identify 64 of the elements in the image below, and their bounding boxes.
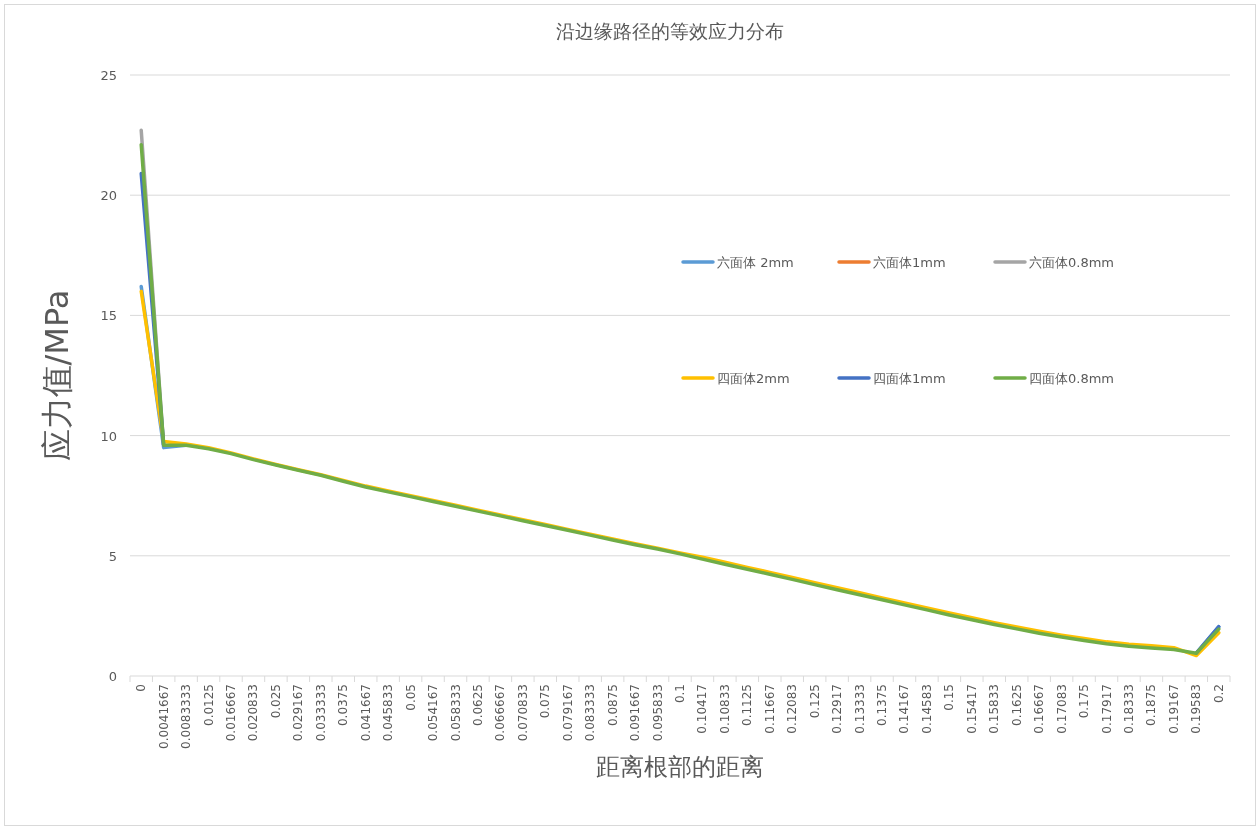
x-tick-label: 0.19583 [1189,684,1204,734]
y-tick-label: 10 [100,428,117,444]
legend-label: 六面体0.8mm [1029,255,1115,270]
x-tick-label: 0.0125 [201,684,216,726]
x-tick-label: 0.1125 [740,684,755,726]
x-tick-label: 0.15833 [987,684,1002,734]
x-tick-label: 0.079167 [560,684,575,742]
y-tick-label: 20 [100,188,117,204]
x-tick-label: 0.125 [807,684,822,719]
x-tick-label: 0.2 [1211,684,1226,704]
x-tick-label: 0.12917 [830,684,845,734]
x-tick-label: 0.16667 [1032,684,1047,734]
x-tick-label: 0.0375 [336,684,351,726]
x-tick-label: 0 [134,684,149,692]
y-tick-label: 25 [100,68,117,83]
y-tick-label: 15 [100,308,117,324]
x-tick-label: 0.016667 [224,684,239,742]
x-tick-label: 0.17917 [1099,684,1114,734]
x-tick-label: 0.14167 [897,684,912,734]
x-tick-label: 0.041667 [358,684,373,742]
x-tick-label: 0.175 [1077,684,1092,719]
x-tick-label: 0.075 [538,684,553,719]
x-tick-label: 0.12083 [785,684,800,734]
x-tick-label: 0.10417 [695,684,710,734]
x-tick-label: 0.091667 [628,684,643,742]
x-tick-label: 0.033333 [313,684,328,742]
chart-title: 沿边缘路径的等效应力分布 [556,20,784,42]
x-tick-label: 0.10833 [717,684,732,734]
legend-label: 六面体 2mm [717,255,794,270]
y-tick-label: 0 [108,669,117,684]
x-tick-label: 0.029167 [291,684,306,742]
x-tick-label: 0.0875 [605,684,620,726]
x-tick-label: 0.020833 [246,684,261,742]
x-tick-label: 0.15417 [964,684,979,734]
x-tick-label: 0.05 [403,684,418,711]
x-tick-label: 0.1875 [1144,684,1159,726]
y-axis-title: 应力值/MPa [38,289,76,462]
x-tick-label: 0.1625 [1009,684,1024,726]
x-tick-label: 0.095833 [650,684,665,742]
x-axis-title: 距离根部的距离 [596,753,764,781]
y-tick-label: 5 [108,548,117,564]
x-tick-label: 0.1375 [875,684,890,726]
x-tick-label: 0.045833 [381,684,396,742]
legend-label: 六面体1mm [873,255,946,270]
x-tick-label: 0.066667 [493,684,508,742]
legend-label: 四面体2mm [717,371,790,386]
x-tick-label: 0.11667 [762,684,777,734]
legend-label: 四面体0.8mm [1029,371,1115,386]
x-tick-label: 0.13333 [852,684,867,734]
x-tick-label: 0.054167 [426,684,441,742]
x-tick-label: 0.070833 [515,684,530,742]
x-tick-label: 0.19167 [1166,684,1181,734]
x-tick-label: 0.1 [673,684,687,704]
x-tick-label: 0.025 [268,684,283,719]
x-tick-label: 0.18333 [1121,684,1136,734]
x-tick-label: 0.14583 [919,684,934,734]
x-tick-label: 0.083333 [583,684,598,742]
legend-label: 四面体1mm [873,371,946,386]
x-tick-label: 0.15 [942,684,957,711]
x-tick-label: 0.058333 [448,684,463,742]
x-tick-label: 0.0041667 [156,684,171,749]
x-tick-label: 0.0625 [470,684,485,726]
x-tick-label: 0.17083 [1054,684,1069,734]
x-tick-label: 0.0083333 [179,684,194,749]
